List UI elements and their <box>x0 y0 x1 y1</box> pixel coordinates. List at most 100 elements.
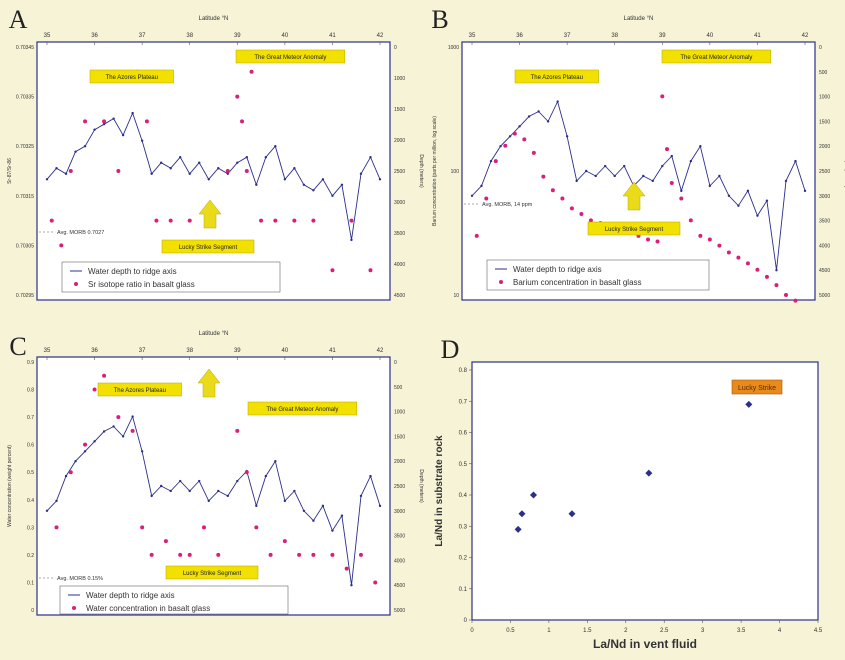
depth-point-b <box>508 135 512 138</box>
scatter-point-b <box>474 233 479 238</box>
x-tick-label-d: 1.5 <box>583 628 592 634</box>
y-left-tick-label-a: 0.70305 <box>16 243 34 249</box>
scatter-point-b <box>736 255 741 260</box>
x-tick-label-d: 4.5 <box>814 628 823 634</box>
y-right-tick-label-b: 2500 <box>819 169 830 175</box>
x-axis-label-d: La/Nd in vent fluid <box>593 637 697 651</box>
depth-point-b <box>489 159 493 163</box>
panel-letter-d: D <box>441 335 460 364</box>
x-tick-label-a: 39 <box>234 33 241 39</box>
scatter-point-a <box>240 119 245 124</box>
depth-point-a <box>359 172 363 175</box>
y-left-tick-label-c: 0.4 <box>27 498 34 504</box>
y-tick-label-d: 0.2 <box>459 556 468 562</box>
plot-area-b <box>461 41 816 301</box>
scatter-point-c <box>92 387 97 392</box>
y-left-tick-label-b: 10 <box>453 293 459 299</box>
y-tick-label-d: 0.8 <box>459 368 468 374</box>
depth-point-c <box>283 499 287 503</box>
highlight-arrow-b <box>622 181 646 211</box>
depth-point-a <box>83 145 87 148</box>
depth-point-a <box>245 156 248 159</box>
scatter-point-c <box>282 539 287 544</box>
y-right-axis-label-c: Depth (meters) <box>418 469 424 503</box>
depth-point-a <box>331 194 334 197</box>
depth-point-b <box>527 115 531 118</box>
y-left-tick-label-a: 0.70325 <box>16 144 34 150</box>
y-right-tick-label-c: 4500 <box>394 583 405 589</box>
scatter-point-b <box>707 237 712 242</box>
depth-point-a <box>236 161 239 164</box>
depth-point-c <box>350 584 353 587</box>
x-tick-label-d: 0.5 <box>506 628 515 634</box>
depth-point-c <box>236 479 239 483</box>
depth-point-a <box>340 183 344 186</box>
x-tick-label-a: 42 <box>377 33 384 39</box>
scatter-point-c <box>311 552 316 557</box>
scatter-point-b <box>541 174 546 179</box>
y-right-tick-label-b: 3500 <box>819 219 830 225</box>
scatter-point-b <box>660 94 665 99</box>
depth-point-b <box>746 189 750 193</box>
scatter-point-a <box>259 218 264 223</box>
scatter-point-a <box>244 169 249 173</box>
scatter-point-a <box>102 119 107 124</box>
depth-point-c <box>121 435 125 438</box>
x-tick-label-b: 39 <box>659 33 666 39</box>
depth-point-b <box>499 145 502 148</box>
annotation-text-b: The Azores Plateau <box>531 75 583 81</box>
depth-point-c <box>369 474 372 478</box>
depth-point-c <box>140 450 144 453</box>
x-tick-label-c: 35 <box>44 348 51 354</box>
scatter-point-a <box>168 218 173 223</box>
scatter-point-b <box>484 196 489 201</box>
depth-point-c <box>179 479 182 483</box>
panel-letter-a: A <box>9 5 28 34</box>
scatter-point-a <box>349 218 354 223</box>
depth-point-a <box>198 161 201 164</box>
depth-point-a <box>169 167 172 170</box>
x-tick-label-a: 41 <box>329 33 336 39</box>
depth-point-b <box>613 174 616 178</box>
x-tick-label-a: 36 <box>91 33 98 39</box>
scatter-point-b <box>665 147 670 152</box>
depth-point-a <box>283 178 287 181</box>
y-right-tick-label-c: 3000 <box>394 509 405 515</box>
scatter-point-b <box>688 218 693 223</box>
y-right-tick-label-b: 4500 <box>819 268 830 274</box>
legend-item-depth-c: Water depth to ridge axis <box>86 591 175 600</box>
legend-box-a <box>61 261 281 293</box>
depth-point-b <box>708 184 712 188</box>
y-right-tick-label-b: 500 <box>819 70 828 76</box>
y-left-tick-label-c: 0.3 <box>27 525 34 531</box>
y-right-tick-label-a: 3500 <box>394 231 405 237</box>
annotation-text-a: Lucky Strike Segment <box>179 245 238 251</box>
depth-point-a <box>131 111 134 115</box>
annotation-box-c <box>97 382 182 397</box>
annotation-box-b <box>514 69 599 84</box>
x-tick-label-c: 41 <box>329 348 336 354</box>
scatter-point-c <box>116 415 121 420</box>
depth-point-b <box>575 179 578 183</box>
scatter-point-b <box>531 150 536 155</box>
annotation-box-b <box>587 221 681 236</box>
x-axis-label-c: Latitude °N <box>199 331 229 337</box>
scatter-point-b <box>669 181 674 186</box>
series-line-depth-b <box>471 100 806 271</box>
scatter-point-b <box>774 283 779 288</box>
y-right-axis-label-a: Depth (meters) <box>418 154 424 188</box>
y-left-tick-label-c: 0.5 <box>27 470 34 476</box>
scatter-point-b <box>512 131 517 136</box>
scatter-point-b <box>569 206 574 211</box>
depth-point-a <box>274 145 277 148</box>
x-tick-label-c: 40 <box>282 348 289 354</box>
depth-point-b <box>718 174 721 178</box>
depth-point-a <box>293 167 296 170</box>
annotation-text-b: Lucky Strike Segment <box>605 227 664 233</box>
depth-point-b <box>584 169 588 173</box>
scatter-point-b <box>726 250 731 255</box>
x-tick-label-d: 2 <box>624 628 628 634</box>
panel-letter-c: C <box>9 332 26 361</box>
depth-point-a <box>378 178 382 181</box>
scatter-point-c <box>358 552 363 557</box>
